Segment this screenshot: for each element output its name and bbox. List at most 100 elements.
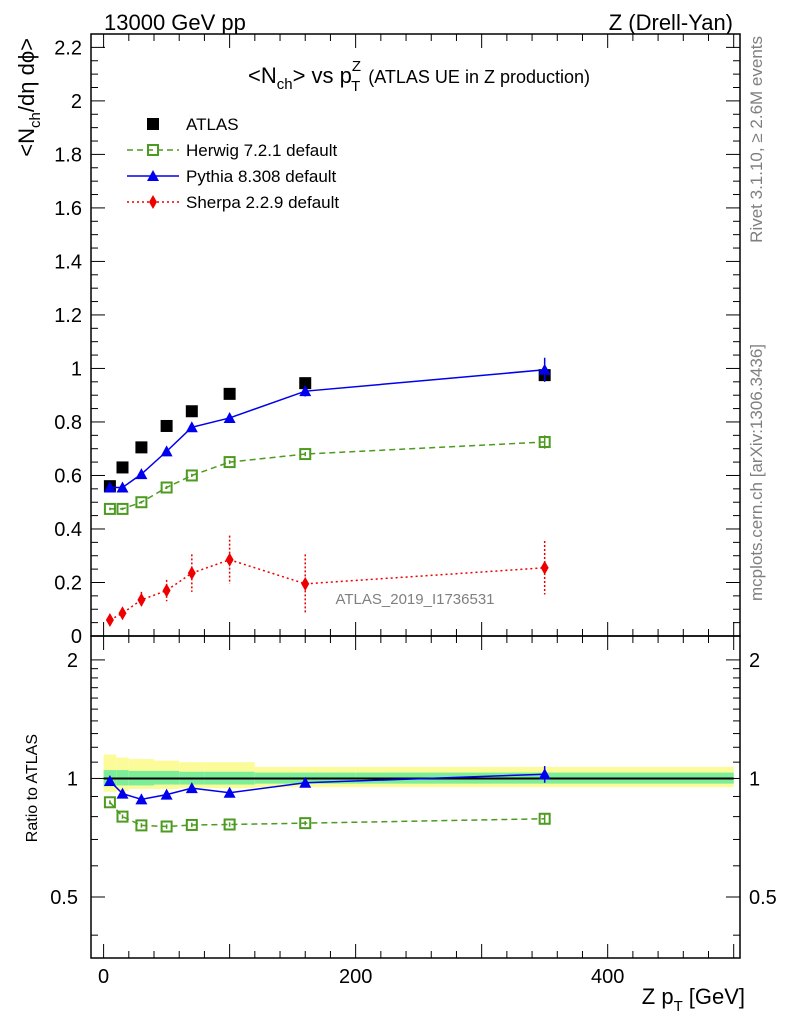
legend-entry: Herwig 7.2.1 default (127, 141, 337, 160)
ratio-data-point (116, 810, 129, 823)
title-part-b: > vs p (293, 63, 352, 88)
x-tick-label: 0 (98, 966, 109, 988)
data-point (185, 469, 198, 482)
legend-label: Sherpa 2.2.9 default (186, 193, 339, 212)
y-tick-label: 1.8 (54, 144, 82, 166)
legend-label: Herwig 7.2.1 default (186, 141, 337, 160)
y-tick-label: 2 (71, 91, 82, 113)
ratio-panel-frame (90, 635, 741, 959)
data-point (116, 461, 129, 474)
y-tick-label: 1.4 (54, 251, 82, 273)
ratio-y-axis-label: Ratio to ATLAS (24, 734, 41, 842)
legend-entry: Sherpa 2.2.9 default (127, 193, 339, 212)
ylabel-sub: ch (27, 112, 44, 128)
xlabel-part-b: [GeV] (689, 984, 745, 1009)
ratio-data-point (185, 782, 198, 794)
data-point (301, 576, 310, 591)
ratio-data-point (538, 812, 551, 825)
data-point (223, 387, 236, 400)
x-tick-label: 200 (339, 966, 372, 988)
legend-entry: Pythia 8.308 default (127, 167, 337, 186)
main-y-axis-label: <Nch/dη dϕ> (14, 38, 44, 157)
legend-marker (149, 195, 157, 209)
y-tick-label: 1.6 (54, 198, 82, 220)
legend-label: ATLAS (186, 115, 239, 134)
data-point (299, 385, 312, 397)
ylabel-part-a: <N (14, 128, 39, 157)
ratio-data-point (299, 776, 312, 788)
mcplots-label: mcplots.cern.ch [arXiv:1306.3436] (747, 344, 766, 601)
data-point (160, 419, 173, 432)
ratio-data-point (185, 818, 198, 831)
data-point (540, 560, 549, 575)
ratio-panel-series (103, 766, 551, 833)
series-line (109, 441, 545, 510)
ratio-data-point (299, 817, 312, 830)
axes-frame: 0 200 400 0 0.2 0.4 0.6 0.8 1 1.2 1.4 1.6 1.8 2 2.2 0.5… (50, 33, 777, 988)
ylabel-tail: /dη dϕ> (14, 38, 39, 112)
y-tick-label: 0.6 (54, 465, 82, 487)
rivet-version-label: Rivet 3.1.10, ≥ 2.6M events (747, 36, 766, 243)
title-tail: (ATLAS UE in Z production) (368, 67, 590, 87)
data-point (160, 481, 173, 494)
y-tick-label: 0.8 (54, 412, 82, 434)
data-point (135, 468, 148, 480)
data-point (103, 481, 116, 493)
title-sub-ch: ch (277, 76, 293, 93)
x-axis-label: Z pT [GeV] (642, 984, 745, 1015)
data-point (223, 411, 236, 423)
y-tick-label: 0.4 (54, 519, 82, 541)
xlabel-part-a: Z p (642, 984, 674, 1009)
ratio-data-point (160, 820, 173, 833)
data-point (299, 448, 312, 461)
ratio-y-tick-label-left: 0.5 (50, 887, 78, 909)
ratio-data-point (103, 775, 116, 787)
series-pythia-8-308-default (103, 357, 551, 493)
ratio-data-point (223, 786, 236, 798)
legend-marker (147, 170, 159, 181)
series-atlas (103, 369, 551, 493)
xlabel-sub: T (674, 998, 683, 1015)
ratio-data-point (103, 796, 116, 809)
data-point (137, 592, 146, 607)
ratio-series-herwig-7-2-1-default (103, 796, 551, 833)
data-point (185, 405, 198, 418)
series-line (109, 369, 545, 489)
ratio-data-point (116, 787, 129, 799)
data-point (135, 441, 148, 454)
y-tick-label: 0 (71, 626, 82, 648)
header-left-text: 13000 GeV pp (104, 10, 246, 35)
data-point (103, 502, 116, 515)
title-part-a: <N (248, 63, 277, 88)
title-sub-t: T (351, 78, 360, 95)
header-right-text: Z (Drell-Yan) (609, 10, 733, 35)
ratio-y-tick-label-right: 1 (749, 768, 760, 790)
data-point (116, 502, 129, 515)
title-sup-z: Z (352, 58, 361, 75)
ratio-series-pythia-8-308-default (103, 766, 551, 805)
ratio-data-point (223, 818, 236, 831)
chart-title: <Nch> vs pZ T (ATLAS UE in Z production) (248, 58, 590, 95)
ratio-data-point (160, 788, 173, 800)
legend-entry: ATLAS (147, 115, 239, 134)
data-point (135, 496, 148, 509)
analysis-watermark: ATLAS_2019_I1736531 (335, 591, 494, 608)
x-tick-label: 400 (591, 966, 624, 988)
data-point (538, 436, 551, 449)
data-point (160, 445, 173, 457)
y-tick-label: 2.2 (54, 37, 82, 59)
legend-marker (147, 118, 159, 130)
series-sherpa-2-2-9-default (105, 535, 549, 627)
ratio-y-tick-label-right: 2 (749, 650, 760, 672)
data-point (105, 612, 114, 627)
ratio-y-tick-label-right: 0.5 (749, 887, 777, 909)
data-point (187, 566, 196, 581)
ratio-data-point (135, 819, 148, 832)
y-tick-label: 1.2 (54, 305, 82, 327)
data-point (299, 377, 312, 390)
series-herwig-7-2-1-default (103, 435, 551, 515)
ratio-y-tick-label-left: 2 (67, 650, 78, 672)
y-tick-label: 0.2 (54, 572, 82, 594)
